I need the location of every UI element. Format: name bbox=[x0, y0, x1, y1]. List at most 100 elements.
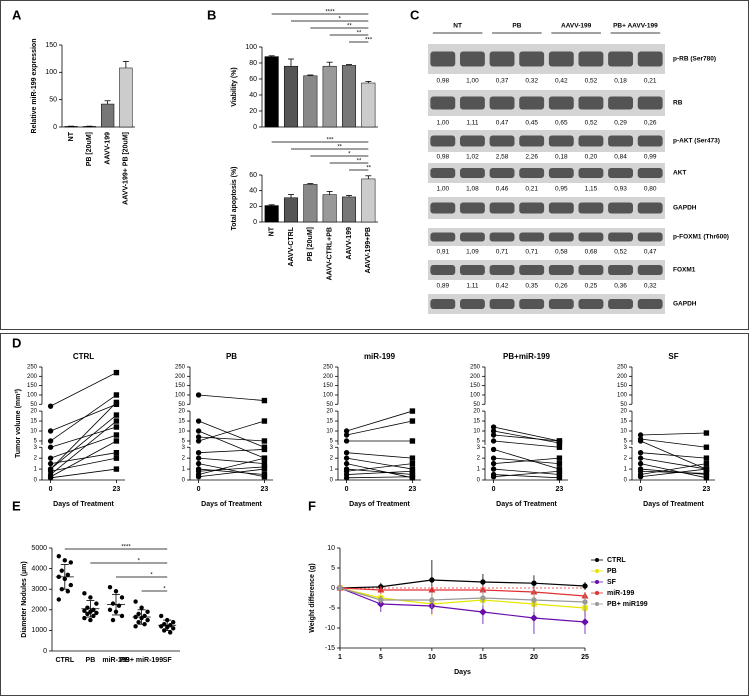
series-line bbox=[50, 414, 117, 470]
x-tick-label: 23 bbox=[556, 486, 564, 493]
blot-quant: 0,98 bbox=[436, 78, 449, 85]
blot-band bbox=[430, 96, 456, 110]
y-tick-label: 5 bbox=[624, 439, 628, 445]
y-tick-label: 10 bbox=[473, 429, 480, 435]
marker bbox=[47, 455, 54, 461]
blot-band bbox=[519, 232, 545, 242]
data-point bbox=[65, 572, 71, 577]
blot-band bbox=[637, 265, 663, 275]
blot-band bbox=[637, 168, 663, 178]
marker bbox=[343, 438, 350, 444]
legend-marker bbox=[595, 580, 599, 584]
blot-band bbox=[489, 265, 515, 275]
series-line bbox=[346, 476, 413, 479]
blot-quant: 0,80 bbox=[644, 186, 657, 193]
y-tick-label: 5 bbox=[182, 439, 186, 445]
marker bbox=[113, 369, 120, 376]
blot-band bbox=[578, 232, 604, 242]
marker bbox=[113, 424, 120, 430]
y-tick-label: 50 bbox=[49, 97, 57, 104]
x-tick-label: 25 bbox=[581, 654, 589, 661]
marker bbox=[261, 397, 268, 404]
blot-quant: 0,89 bbox=[436, 283, 449, 290]
blot-quant: 0,52 bbox=[585, 120, 598, 127]
marker bbox=[195, 460, 202, 467]
series-line bbox=[640, 468, 707, 475]
blot-band bbox=[548, 232, 574, 242]
y-tick-label: 50 bbox=[326, 402, 333, 408]
legend-marker bbox=[595, 602, 599, 606]
y-tick-label: 100 bbox=[470, 393, 481, 399]
blot-quant: 1,08 bbox=[466, 186, 479, 193]
bar bbox=[361, 82, 376, 128]
series-line bbox=[50, 440, 117, 478]
blot-band bbox=[637, 96, 663, 110]
blot-band bbox=[548, 135, 574, 147]
y-tick-label: 5000 bbox=[31, 545, 47, 552]
series-line bbox=[640, 470, 707, 474]
y-tick-label: 20 bbox=[473, 409, 480, 415]
blot-band bbox=[459, 299, 485, 309]
y-tick-label: 40 bbox=[249, 92, 257, 99]
data-point bbox=[145, 617, 150, 623]
y-tick-label: 15 bbox=[473, 419, 480, 425]
blot-row-label: AKT bbox=[673, 170, 686, 177]
blot-row-label: p-RB (Ser780) bbox=[673, 56, 716, 63]
bar bbox=[119, 67, 133, 128]
series-line bbox=[339, 587, 586, 603]
blot-band bbox=[578, 202, 604, 214]
y-tick-label: 2 bbox=[624, 456, 628, 462]
blot-quant: 0,71 bbox=[496, 249, 509, 256]
x-tick-label: AAVV-199+PB bbox=[365, 227, 372, 273]
series-line bbox=[50, 372, 117, 407]
y-tick-label: 1 bbox=[624, 467, 628, 473]
blot-quant: 0,84 bbox=[614, 154, 627, 161]
data-point bbox=[110, 617, 116, 623]
bar bbox=[303, 75, 318, 128]
blot-band bbox=[548, 51, 574, 67]
y-tick-label: -15 bbox=[325, 645, 335, 652]
marker bbox=[337, 585, 343, 591]
blot-band bbox=[637, 202, 663, 214]
data-point bbox=[56, 554, 61, 559]
series-line bbox=[493, 449, 560, 470]
y-tick-label: 60 bbox=[249, 76, 257, 83]
blot-band bbox=[519, 202, 545, 214]
marker bbox=[195, 474, 202, 480]
data-point bbox=[159, 613, 164, 619]
marker bbox=[113, 438, 120, 444]
blot-band bbox=[608, 135, 634, 147]
blot-band bbox=[489, 168, 515, 178]
blot-band bbox=[430, 232, 456, 242]
blot-band bbox=[608, 202, 634, 214]
y-tick-label: 40 bbox=[249, 188, 257, 195]
blot-band bbox=[637, 135, 663, 147]
panel-label: D bbox=[12, 335, 21, 350]
blot-band bbox=[489, 135, 515, 147]
blot-quant: 0,47 bbox=[496, 120, 509, 127]
y-tick-label: 200 bbox=[323, 374, 334, 380]
legend-label: miR-199 bbox=[607, 590, 634, 597]
y-tick-label: 150 bbox=[323, 383, 334, 389]
y-tick-label: 150 bbox=[470, 383, 481, 389]
y-tick-label: 15 bbox=[30, 419, 37, 425]
x-tick-label: 1 bbox=[338, 654, 342, 661]
data-point bbox=[59, 568, 64, 573]
series-line bbox=[346, 470, 413, 475]
y-tick-label: 50 bbox=[620, 402, 627, 408]
x-tick-label: PB bbox=[86, 657, 96, 664]
marker bbox=[480, 579, 486, 585]
x-tick-label: NT bbox=[68, 131, 75, 141]
significance-label: * bbox=[138, 559, 141, 565]
blot-membrane bbox=[428, 228, 665, 246]
significance-label: *** bbox=[365, 38, 373, 44]
blot-row-label: p-AKT (Ser473) bbox=[673, 138, 720, 145]
significance-label: * bbox=[338, 17, 341, 23]
marker bbox=[195, 434, 202, 440]
data-point bbox=[110, 601, 116, 606]
lane-group-label: AAVV-199 bbox=[561, 23, 592, 30]
series-line bbox=[50, 452, 117, 465]
blot-band bbox=[578, 299, 604, 309]
marker bbox=[637, 460, 644, 467]
blot-band bbox=[548, 202, 574, 214]
